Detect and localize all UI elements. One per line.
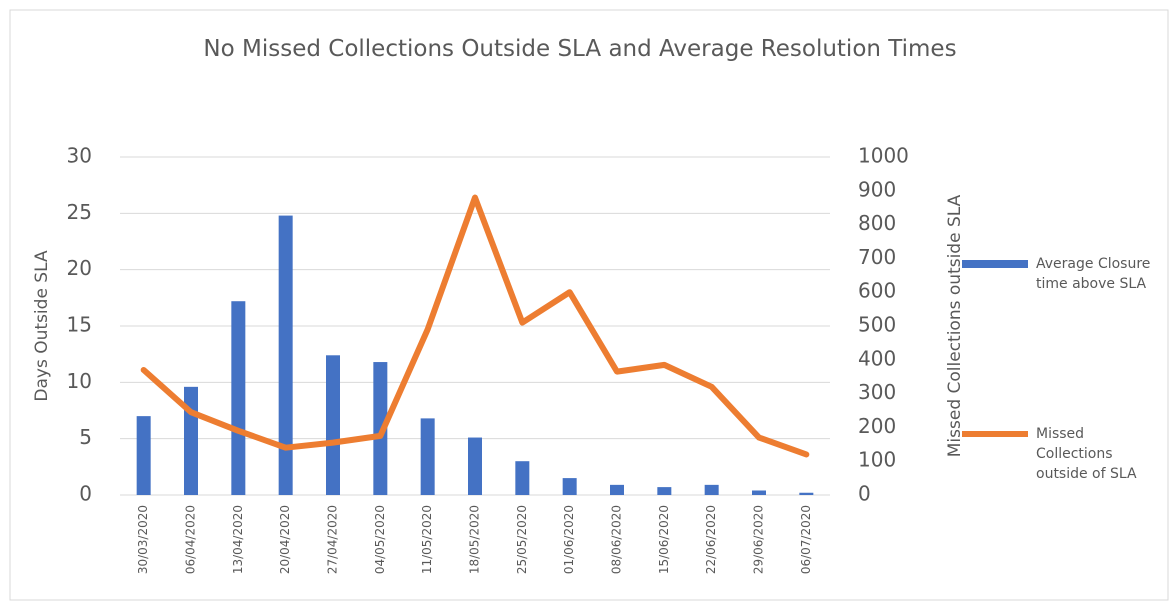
x-tick-label: 11/05/2020: [420, 505, 434, 574]
y-tick-label: 5: [79, 425, 92, 449]
x-tick-label: 18/05/2020: [468, 505, 482, 574]
x-tick-label: 30/03/2020: [136, 505, 150, 574]
y2-tick-label: 300: [858, 380, 896, 404]
y-axis-label: Days Outside SLA: [32, 250, 52, 402]
chart-title: No Missed Collections Outside SLA and Av…: [203, 36, 957, 62]
bar: [657, 487, 672, 495]
x-tick-label: 01/06/2020: [562, 505, 576, 574]
y2-tick-label: 500: [858, 313, 896, 337]
bar: [231, 301, 246, 495]
y2-tick-label: 0: [858, 482, 871, 506]
bar: [704, 484, 719, 495]
y2-axis-label: Missed Collections outside SLA: [945, 194, 965, 457]
legend-label: Average Closure time above SLA: [1036, 256, 1151, 292]
bar: [326, 355, 340, 495]
x-tick-label: 06/07/2020: [799, 505, 813, 574]
x-tick-label: 20/04/2020: [278, 505, 292, 574]
bar: [752, 490, 766, 495]
legend-swatch: [962, 260, 1028, 268]
y2-tick-label: 100: [858, 448, 896, 472]
line: [140, 194, 810, 458]
x-tick-label: 13/04/2020: [231, 505, 245, 574]
bar: [278, 215, 293, 495]
x-tick-label: 15/06/2020: [657, 505, 671, 574]
x-tick-label: 22/06/2020: [704, 505, 718, 574]
x-tick-label: 08/06/2020: [610, 505, 624, 574]
y2-tick-label: 700: [858, 245, 896, 269]
x-tick-label: 29/06/2020: [752, 505, 766, 574]
y2-tick-label: 600: [858, 279, 896, 303]
y-tick-label: 30: [67, 144, 92, 168]
y-tick-label: 25: [67, 200, 92, 224]
bar: [799, 492, 814, 495]
x-tick-label: 25/05/2020: [515, 505, 529, 574]
y2-tick-label: 200: [858, 414, 896, 438]
y-tick-label: 15: [67, 313, 92, 337]
bar: [420, 418, 435, 495]
x-tick-label: 27/04/2020: [326, 505, 340, 574]
chart-border: [9, 9, 1169, 601]
y2-tick-label: 800: [858, 211, 896, 235]
y2-tick-label: 1000: [858, 144, 909, 168]
x-tick-label: 06/04/2020: [184, 505, 198, 574]
y-tick-label: 10: [67, 369, 92, 393]
bar: [468, 437, 482, 495]
y-tick-label: 20: [67, 256, 92, 280]
y-tick-label: 0: [79, 482, 92, 506]
legend-label: Missed Collections outside of SLA: [1036, 426, 1137, 482]
y2-tick-label: 900: [858, 177, 896, 201]
bar: [562, 478, 577, 495]
bar: [136, 416, 151, 495]
bar: [610, 484, 624, 495]
y2-tick-label: 400: [858, 346, 896, 370]
bar: [515, 461, 530, 495]
x-tick-label: 04/05/2020: [373, 505, 387, 574]
bar: [184, 386, 198, 495]
